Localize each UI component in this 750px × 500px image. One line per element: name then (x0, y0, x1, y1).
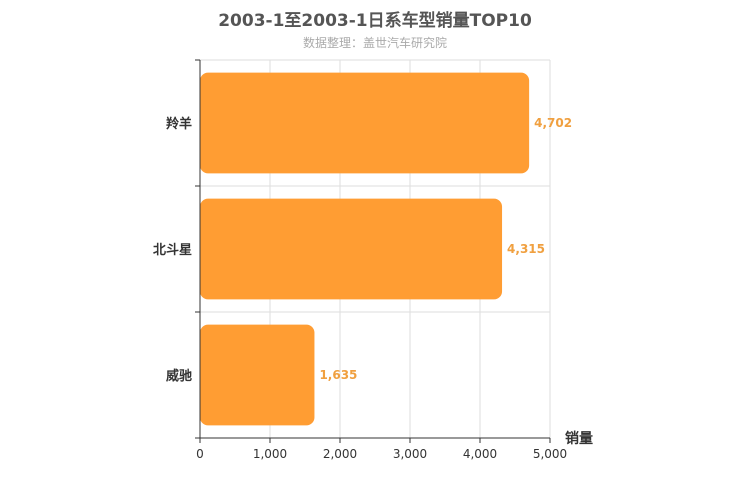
bar (200, 324, 315, 426)
data-label: 4,315 (507, 242, 545, 256)
bar (200, 72, 530, 174)
chart-subtitle: 数据整理：盖世汽车研究院 (302, 36, 447, 50)
chart-title: 2003-1至2003-1日系车型销量TOP10 (218, 11, 532, 31)
data-label: 1,635 (319, 368, 357, 382)
category-label: 威驰 (166, 368, 192, 384)
category-label: 羚羊 (166, 116, 192, 132)
bar (200, 198, 503, 300)
x-tick-label: 1,000 (253, 447, 287, 461)
x-tick-label: 5,000 (533, 447, 567, 461)
data-label: 4,702 (534, 116, 572, 130)
x-tick-label: 3,000 (393, 447, 427, 461)
x-tick-label: 4,000 (463, 447, 497, 461)
x-tick-label: 0 (196, 447, 204, 461)
x-tick-label: 2,000 (323, 447, 357, 461)
x-axis-label: 销量 (565, 430, 593, 447)
category-label: 北斗星 (153, 243, 192, 258)
